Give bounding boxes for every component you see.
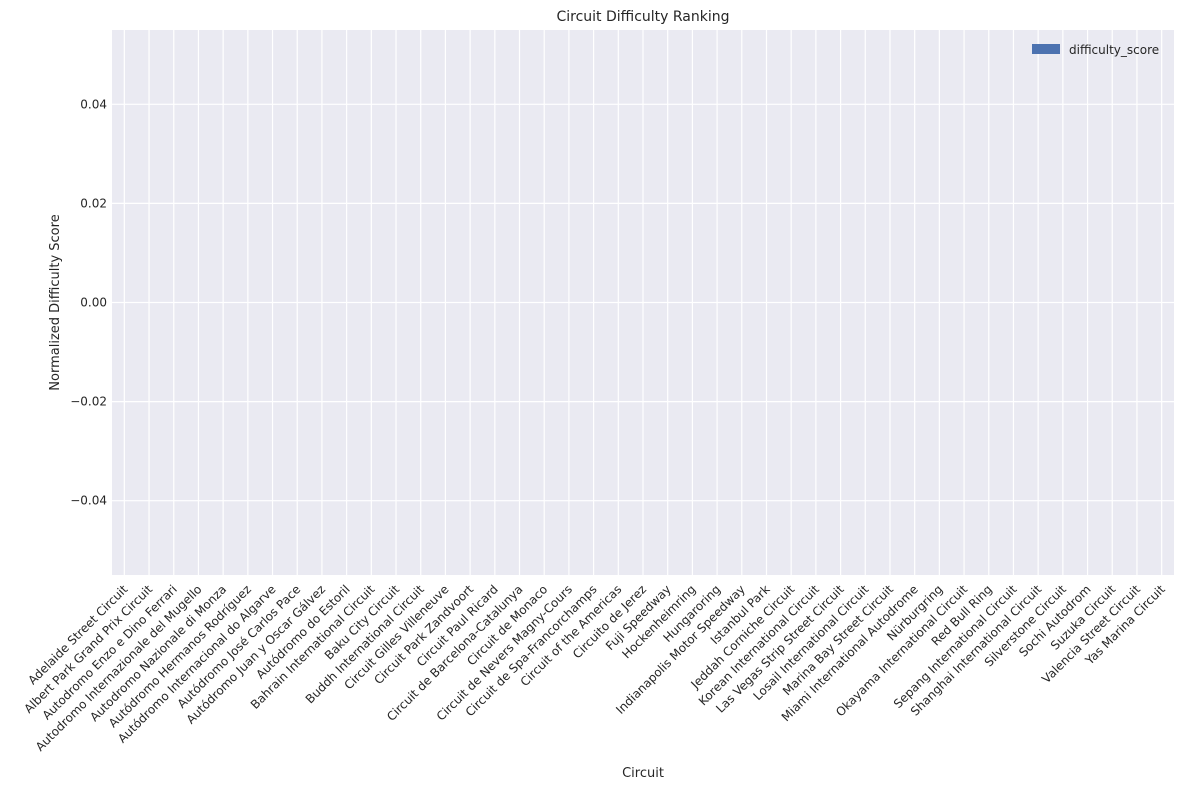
y-axis-label: Normalized Difficulty Score xyxy=(48,214,63,390)
chart-title: Circuit Difficulty Ranking xyxy=(556,9,729,25)
y-tick-label: −0.04 xyxy=(70,494,107,508)
legend-swatch xyxy=(1032,44,1060,54)
x-axis-label: Circuit xyxy=(622,766,664,781)
y-tick-label: 0.02 xyxy=(80,196,107,210)
y-tick-label: 0.04 xyxy=(80,97,107,111)
y-tick-label: −0.02 xyxy=(70,395,107,409)
legend: difficulty_score xyxy=(1032,43,1159,57)
horizontal-gridlines xyxy=(112,103,1174,502)
y-tick-label: 0.00 xyxy=(80,296,107,310)
y-axis-ticks: −0.04 −0.02 0.00 0.02 0.04 xyxy=(70,97,107,507)
legend-label: difficulty_score xyxy=(1069,43,1159,57)
